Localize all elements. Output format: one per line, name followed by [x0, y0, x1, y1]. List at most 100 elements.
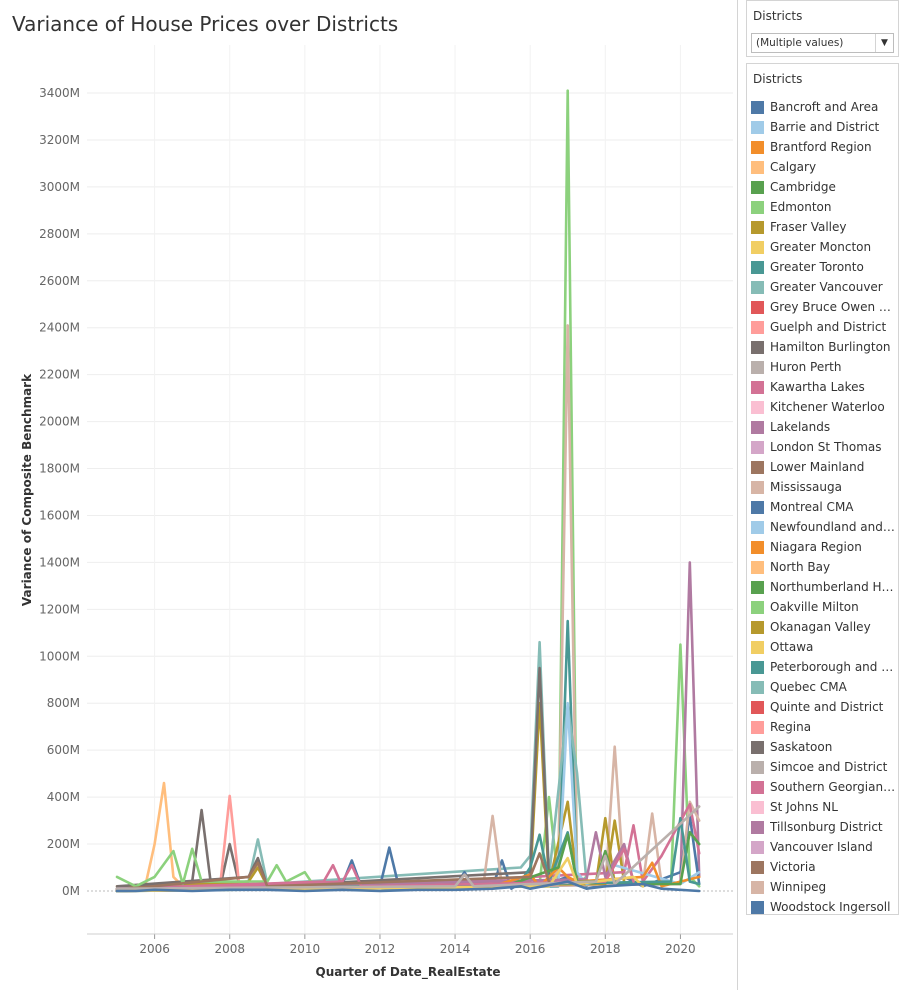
legend-item[interactable]: Lakelands — [751, 417, 896, 437]
legend-label: Lakelands — [770, 420, 831, 434]
legend-item[interactable]: Mississauga — [751, 477, 896, 497]
legend-label: Oakville Milton — [770, 600, 859, 614]
legend-item[interactable]: Kawartha Lakes — [751, 377, 896, 397]
legend-swatch — [751, 620, 764, 634]
legend-item[interactable]: London St Thomas — [751, 437, 896, 457]
series-line[interactable] — [115, 781, 185, 888]
series-line[interactable] — [115, 847, 316, 888]
legend-label: Vancouver Island — [770, 840, 873, 854]
legend-item[interactable]: St Johns NL — [751, 797, 896, 817]
caret-down-icon[interactable]: ▼ — [875, 34, 893, 52]
legend-swatch — [751, 400, 764, 414]
legend-item[interactable]: Quinte and District — [751, 697, 896, 717]
legend-item[interactable]: Peterborough and Ka.. — [751, 657, 896, 677]
legend-item[interactable]: Southern Georgian B.. — [751, 777, 896, 797]
legend-item[interactable]: Niagara Region — [751, 537, 896, 557]
series-line[interactable] — [115, 805, 701, 891]
line-chart: 0M 200M 400M 600M 800M 1000M 1200M 1400M 1600M 18… — [20, 45, 733, 980]
legend-item[interactable]: Montreal CMA — [751, 497, 896, 517]
x-tick-label: 2020 — [665, 942, 696, 956]
legend-swatch — [751, 380, 764, 394]
y-tick-label: 2600M — [39, 274, 80, 288]
legend: Districts Bancroft and Area Barrie and Di… — [746, 63, 899, 915]
legend-label: Cambridge — [770, 180, 836, 194]
y-tick-label: 0M — [62, 884, 80, 898]
y-axis-ticks: 0M 200M 400M 600M 800M 1000M 1200M 1400M 1600M 18… — [39, 86, 80, 898]
legend-item[interactable]: Northumberland Hills — [751, 577, 896, 597]
legend-swatch — [751, 720, 764, 734]
legend-swatch — [751, 240, 764, 254]
legend-item[interactable]: Greater Moncton — [751, 237, 896, 257]
series-line[interactable] — [115, 643, 701, 893]
legend-swatch — [751, 840, 764, 854]
legend-item[interactable]: Vancouver Island — [751, 837, 896, 857]
legend-item[interactable]: Newfoundland and L.. — [751, 517, 896, 537]
series-line[interactable] — [115, 802, 701, 891]
legend-item[interactable]: Simcoe and District — [751, 757, 896, 777]
legend-swatch — [751, 360, 764, 374]
legend-swatch — [751, 300, 764, 314]
legend-item[interactable]: Lower Mainland — [751, 457, 896, 477]
legend-item[interactable]: Greater Toronto — [751, 257, 896, 277]
legend-swatch — [751, 480, 764, 494]
legend-item[interactable]: Fraser Valley — [751, 217, 896, 237]
legend-item[interactable]: Hamilton Burlington — [751, 337, 896, 357]
legend-item[interactable]: Edmonton — [751, 197, 896, 217]
legend-item[interactable]: Regina — [751, 717, 896, 737]
legend-label: Lower Mainland — [770, 460, 865, 474]
legend-label: Grey Bruce Owen So.. — [770, 300, 896, 314]
legend-label: Okanagan Valley — [770, 620, 871, 634]
legend-item[interactable]: Woodstock Ingersoll — [751, 897, 896, 914]
series-line[interactable] — [115, 794, 241, 891]
legend-item[interactable]: Calgary — [751, 157, 896, 177]
legend-label: Barrie and District — [770, 120, 880, 134]
series-line[interactable] — [115, 880, 701, 893]
legend-swatch — [751, 340, 764, 354]
legend-item[interactable]: Ottawa — [751, 637, 896, 657]
legend-item[interactable]: Grey Bruce Owen So.. — [751, 297, 896, 317]
legend-label: Quinte and District — [770, 700, 884, 714]
legend-item[interactable]: Barrie and District — [751, 117, 896, 137]
legend-label: Newfoundland and L.. — [770, 520, 896, 534]
legend-item[interactable]: Guelph and District — [751, 317, 896, 337]
y-tick-label: 3400M — [39, 86, 80, 100]
series-line[interactable] — [115, 619, 588, 893]
legend-swatch — [751, 440, 764, 454]
legend-item[interactable]: Quebec CMA — [751, 677, 896, 697]
chart-pane: Variance of House Prices over Districts … — [12, 0, 738, 990]
legend-label: Peterborough and Ka.. — [770, 660, 896, 674]
legend-swatch — [751, 140, 764, 154]
series-line[interactable] — [115, 89, 588, 893]
legend-item[interactable]: Huron Perth — [751, 357, 896, 377]
legend-item[interactable]: North Bay — [751, 557, 896, 577]
x-tick-label: 2012 — [365, 942, 396, 956]
legend-label: Fraser Valley — [770, 220, 847, 234]
legend-item[interactable]: Bancroft and Area — [751, 97, 896, 117]
legend-item[interactable]: Winnipeg — [751, 877, 896, 897]
legend-item[interactable]: Brantford Region — [751, 137, 896, 157]
legend-swatch — [751, 640, 764, 654]
legend-item[interactable]: Saskatoon — [751, 737, 896, 757]
series-line[interactable] — [115, 852, 551, 892]
x-tick-label: 2010 — [290, 942, 321, 956]
legend-list: Bancroft and Area Barrie and District Bran… — [751, 97, 896, 914]
district-filter-dropdown[interactable]: (Multiple values) ▼ — [751, 33, 894, 53]
legend-item[interactable]: Victoria — [751, 857, 896, 877]
legend-label: Greater Moncton — [770, 240, 872, 254]
legend-item[interactable]: Tillsonburg District — [751, 817, 896, 837]
legend-item[interactable]: Oakville Milton — [751, 597, 896, 617]
x-axis-title: Quarter of Date_RealEstate — [316, 965, 501, 980]
legend-swatch — [751, 100, 764, 114]
filter-title: Districts — [753, 9, 803, 23]
y-tick-label: 1200M — [39, 602, 80, 616]
series-line[interactable] — [115, 666, 551, 888]
legend-item[interactable]: Greater Vancouver — [751, 277, 896, 297]
legend-item[interactable]: Cambridge — [751, 177, 896, 197]
series-line[interactable] — [115, 640, 588, 891]
legend-label: Greater Toronto — [770, 260, 864, 274]
y-tick-label: 800M — [47, 696, 80, 710]
legend-item[interactable]: Okanagan Valley — [751, 617, 896, 637]
legend-label: St Johns NL — [770, 800, 838, 814]
legend-label: Victoria — [770, 860, 816, 874]
legend-item[interactable]: Kitchener Waterloo — [751, 397, 896, 417]
